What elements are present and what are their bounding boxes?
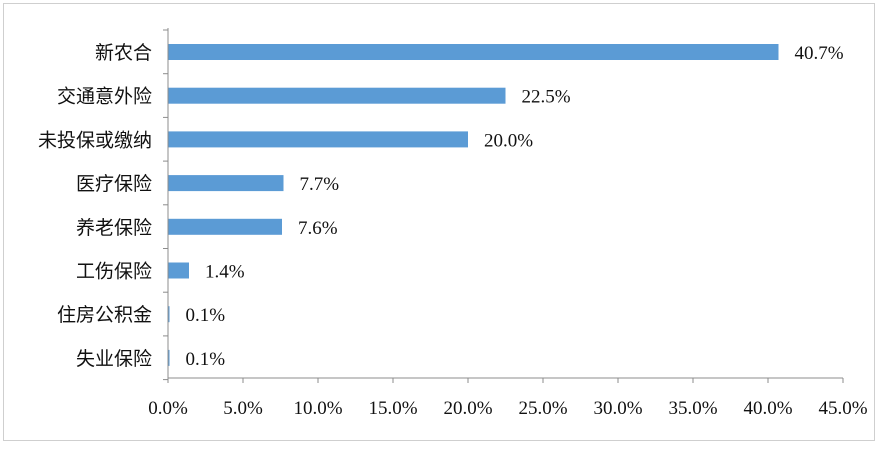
category-label-7: 失业保险 bbox=[76, 348, 152, 370]
labels-group: 新农合 40.7% 交通意外险 22.5% 未投保或缴纳 20.0% 医疗保险 7.7% 养老保… bbox=[38, 42, 868, 419]
value-label-4: 7.6% bbox=[298, 218, 338, 239]
x-tick-label-2: 10.0% bbox=[293, 398, 342, 419]
value-label-3: 7.7% bbox=[300, 174, 340, 195]
x-tick-label-9: 45.0% bbox=[818, 398, 867, 419]
category-label-5: 工伤保险 bbox=[76, 261, 152, 283]
category-label-3: 医疗保险 bbox=[76, 173, 152, 195]
value-label-5: 1.4% bbox=[205, 262, 245, 283]
value-label-6: 0.1% bbox=[186, 305, 226, 326]
x-tick-label-0: 0.0% bbox=[148, 398, 188, 419]
bar-4 bbox=[168, 218, 282, 235]
value-label-1: 22.5% bbox=[522, 87, 571, 108]
category-label-4: 养老保险 bbox=[76, 217, 152, 239]
x-tick-label-3: 15.0% bbox=[368, 398, 417, 419]
x-tick-label-7: 35.0% bbox=[668, 398, 717, 419]
x-tick-label-6: 30.0% bbox=[593, 398, 642, 419]
x-axis bbox=[163, 28, 844, 383]
value-label-2: 20.0% bbox=[484, 130, 533, 151]
value-label-0: 40.7% bbox=[795, 43, 844, 64]
bar-5 bbox=[168, 262, 189, 279]
category-label-2: 未投保或缴纳 bbox=[38, 129, 152, 151]
category-label-6: 住房公积金 bbox=[57, 304, 152, 326]
x-tick-label-4: 20.0% bbox=[443, 398, 492, 419]
bars-group bbox=[168, 44, 779, 366]
chart-frame bbox=[3, 3, 875, 441]
x-tick-label-8: 40.0% bbox=[743, 398, 792, 419]
bar-7 bbox=[168, 349, 170, 366]
value-label-7: 0.1% bbox=[186, 349, 226, 370]
category-label-0: 新农合 bbox=[95, 42, 152, 64]
bar-0 bbox=[168, 44, 779, 60]
bar-6 bbox=[168, 306, 170, 323]
bar-1 bbox=[168, 87, 506, 104]
bar-2 bbox=[168, 131, 468, 148]
x-tick-label-5: 25.0% bbox=[518, 398, 567, 419]
bar-3 bbox=[168, 175, 284, 192]
x-tick-label-1: 5.0% bbox=[223, 398, 263, 419]
category-label-1: 交通意外险 bbox=[57, 86, 152, 108]
